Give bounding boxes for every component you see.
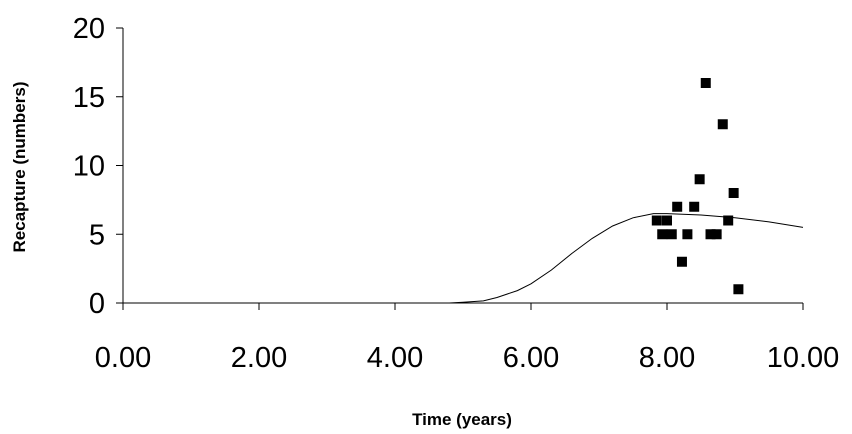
y-tick-label: 10 [73,151,105,183]
data-point [728,188,739,198]
x-tick-label: 4.00 [367,342,423,374]
y-axis-title: Recapture (numbers) [10,82,29,253]
data-point [694,174,705,185]
model-curve [123,213,804,304]
data-point [717,119,728,130]
x-axis-title: Time (years) [412,410,512,429]
y-tick-label: 0 [89,288,105,320]
x-tick-label: 2.00 [231,342,287,374]
x-axis: 0.00 2.00 4.00 6.00 8.00 10.00 [95,302,840,374]
y-tick-label: 20 [73,13,105,45]
data-point [666,229,677,240]
data-point [689,201,700,212]
data-point [723,215,734,226]
data-point [657,229,668,240]
data-point [700,78,711,88]
data-point [733,284,744,295]
x-tick-label: 0.00 [95,342,151,374]
data-point [705,229,716,240]
x-tick-label: 6.00 [503,342,559,374]
x-tick-label: 8.00 [639,342,695,374]
data-point [662,215,672,226]
data-layer [123,78,804,304]
data-point [682,229,693,240]
data-point [672,201,683,212]
data-point [676,256,687,267]
data-point [711,229,722,240]
y-axis: 0 5 10 15 20 [73,13,124,320]
x-tick-label: 10.00 [767,342,840,374]
data-point [651,215,662,226]
y-tick-label: 5 [89,219,105,251]
y-tick-label: 15 [73,82,105,114]
